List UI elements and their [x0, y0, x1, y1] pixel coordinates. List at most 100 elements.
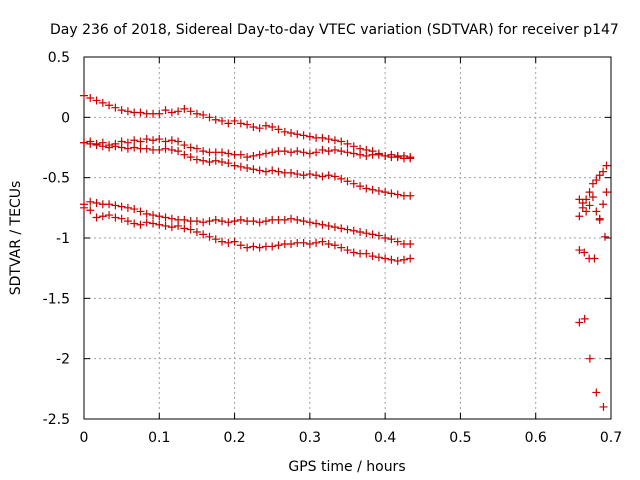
data-point: [330, 145, 339, 154]
data-point: [167, 145, 176, 154]
data-point: [92, 141, 101, 150]
data-point: [387, 150, 396, 159]
data-point: [217, 148, 226, 157]
y-tick-label: -2.5: [43, 412, 70, 428]
data-point: [299, 238, 308, 247]
data-point: [230, 217, 239, 226]
data-point: [337, 174, 346, 183]
data-point: [224, 238, 233, 247]
data-point: [406, 254, 415, 263]
data-point: [86, 197, 95, 206]
data-point: [305, 149, 314, 158]
series-satellite-a: [80, 91, 415, 163]
data-point: [117, 106, 126, 115]
data-point: [349, 142, 358, 151]
data-point: [368, 230, 377, 239]
data-point: [406, 240, 415, 249]
series-satellite-d: [80, 197, 415, 249]
data-point: [343, 246, 352, 255]
data-point: [180, 141, 189, 150]
data-point: [167, 214, 176, 223]
data-point: [117, 202, 126, 211]
data-point: [224, 159, 233, 168]
data-point: [305, 170, 314, 179]
data-point: [381, 234, 390, 242]
data-point: [199, 156, 208, 165]
data-point: [211, 115, 220, 124]
data-point: [230, 161, 239, 170]
data-point: [362, 249, 371, 258]
plot-frame: [83, 56, 612, 420]
series-satellite-f: [575, 161, 611, 221]
data-point: [161, 137, 170, 146]
data-point: [155, 212, 164, 221]
data-point: [393, 190, 402, 199]
data-point: [602, 188, 611, 197]
data-point: [205, 217, 214, 226]
data-point: [280, 147, 289, 156]
data-point: [211, 156, 220, 165]
data-point: [142, 135, 151, 144]
data-point: [255, 124, 264, 133]
data-point: [130, 205, 139, 214]
data-point: [261, 217, 270, 226]
data-point: [387, 189, 396, 198]
data-point: [236, 150, 245, 159]
data-point: [356, 182, 365, 191]
data-point: [349, 248, 358, 257]
data-point: [243, 120, 252, 129]
data-point: [280, 127, 289, 136]
data-point: [105, 200, 114, 209]
series-satellite-b: [80, 135, 415, 162]
data-point: [130, 136, 139, 145]
y-tick-label: 0.5: [48, 50, 70, 66]
data-point: [580, 314, 589, 323]
x-tick-labels: 0 0.1 0.2 0.3 0.4 0.5 0.6 0.7: [80, 430, 623, 446]
data-point: [161, 144, 170, 153]
x-tick-label: 0.7: [600, 430, 622, 446]
data-point: [293, 215, 302, 224]
data-point: [374, 150, 383, 159]
data-point: [287, 129, 296, 138]
data-point: [92, 213, 101, 222]
data-point: [192, 217, 201, 226]
data-point: [293, 147, 302, 156]
data-point: [249, 151, 258, 160]
data-point: [167, 136, 176, 145]
data-point: [186, 107, 195, 116]
data-point: [268, 242, 277, 251]
data-point: [217, 157, 226, 166]
data-point: [205, 113, 214, 122]
data-point: [299, 148, 308, 157]
data-point: [149, 219, 158, 228]
data-point: [142, 209, 151, 218]
data-point: [287, 148, 296, 157]
data-point: [149, 136, 158, 145]
data-point: [98, 142, 107, 151]
data-point: [575, 318, 584, 327]
grid: [84, 57, 611, 419]
data-point: [592, 388, 601, 397]
data-point: [305, 132, 314, 141]
data-point: [86, 94, 95, 103]
data-point: [393, 256, 402, 265]
data-point: [261, 167, 270, 176]
x-tick-label: 0.1: [148, 430, 170, 446]
data-point: [174, 107, 183, 116]
data-point: [167, 108, 176, 117]
data-point: [105, 211, 114, 220]
data-point: [192, 227, 201, 236]
data-point: [136, 137, 145, 146]
data-point: [268, 166, 277, 175]
data-point: [399, 151, 408, 160]
x-tick-label: 0: [80, 430, 89, 446]
data-point: [349, 179, 358, 188]
data-point: [199, 147, 208, 156]
data-point: [192, 144, 201, 153]
data-point: [406, 153, 415, 162]
data-point: [268, 122, 277, 131]
data-point: [105, 101, 114, 110]
data-point: [86, 206, 95, 215]
data-point: [255, 166, 264, 175]
